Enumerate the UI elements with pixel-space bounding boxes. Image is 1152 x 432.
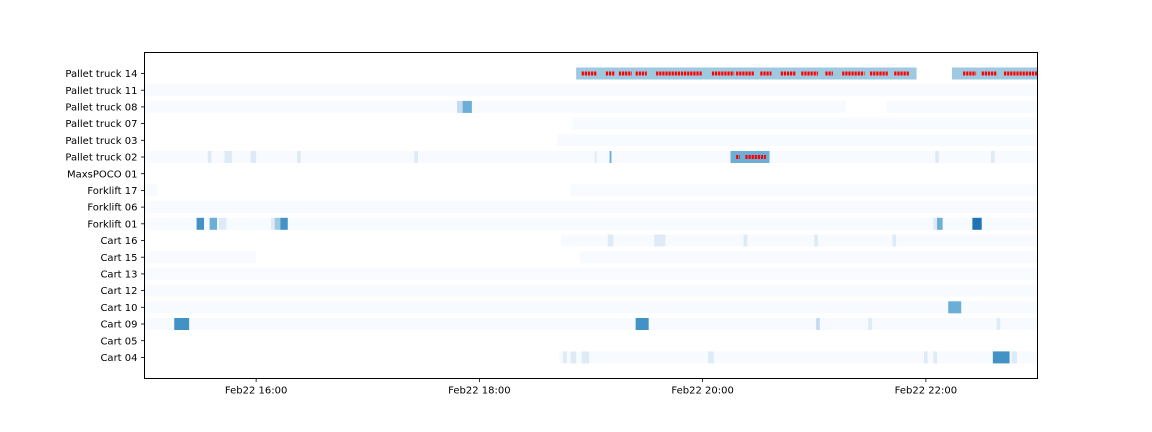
- heat-cell: [563, 351, 567, 364]
- y-tick-label: Cart 12: [100, 286, 137, 297]
- heat-cell: [948, 301, 962, 314]
- heat-cell: [144, 284, 1038, 297]
- heat-cell: [224, 151, 232, 163]
- heat-cell: [570, 184, 1038, 197]
- heat-cell: [462, 100, 472, 113]
- heat-cell: [886, 100, 1038, 113]
- heat-cell: [209, 217, 218, 230]
- heat-cell: [654, 234, 666, 247]
- heat-cell: [933, 351, 938, 364]
- heat-cell: [708, 351, 714, 364]
- y-tick-label: Pallet truck 03: [65, 136, 137, 147]
- heat-cell: [144, 151, 731, 163]
- y-tick-label: Cart 16: [100, 236, 137, 247]
- y-tick-label: Cart 13: [100, 270, 137, 281]
- y-tick-label: Cart 10: [100, 303, 137, 314]
- heat-cell: [579, 251, 1038, 264]
- heat-cell: [174, 318, 190, 330]
- heat-cell: [144, 318, 1038, 330]
- y-tick-label: MaxsPOCO 01: [67, 169, 138, 180]
- heat-cell: [581, 351, 590, 364]
- heat-cell: [814, 234, 818, 247]
- heat-cell: [607, 234, 614, 247]
- heat-cell: [207, 151, 212, 163]
- heat-cell: [144, 184, 158, 197]
- x-tick-label: Feb22 16:00: [225, 386, 287, 397]
- heat-cell: [933, 217, 938, 230]
- y-tick-label: Pallet truck 11: [65, 86, 137, 97]
- heat-cell: [559, 351, 1038, 364]
- heat-cell: [972, 217, 982, 230]
- heat-cell: [990, 151, 995, 163]
- heat-cell: [1011, 351, 1018, 364]
- heat-cell: [144, 301, 1038, 314]
- heat-cell: [572, 117, 1038, 130]
- y-tick-label: Cart 04: [100, 353, 137, 364]
- heat-cell: [471, 100, 846, 113]
- heat-cell: [457, 100, 463, 113]
- heat-cell: [218, 217, 227, 230]
- heat-cell: [144, 84, 1038, 97]
- heat-cell: [144, 201, 1038, 214]
- y-tick-label: Pallet truck 08: [65, 103, 137, 114]
- heat-cell: [743, 234, 748, 247]
- heat-cell: [561, 234, 1038, 247]
- y-tick-label: Pallet truck 02: [65, 153, 137, 164]
- x-tick-label: Feb22 20:00: [671, 386, 733, 397]
- marker-layer: [581, 71, 1038, 159]
- x-tick-label: Feb22 18:00: [448, 386, 510, 397]
- heat-cell: [144, 267, 1038, 280]
- heat-cell: [297, 151, 301, 163]
- heat-cell: [144, 217, 1038, 230]
- heat-cell: [924, 351, 928, 364]
- x-tick-label: Feb22 22:00: [895, 386, 957, 397]
- heat-cell: [609, 151, 612, 163]
- heat-cell: [992, 351, 1010, 364]
- heat-cell: [635, 318, 649, 330]
- y-tick-label: Cart 09: [100, 320, 137, 331]
- y-tick-label: Pallet truck 14: [65, 69, 137, 80]
- heat-cell: [594, 151, 597, 163]
- y-tick-label: Forklift 01: [87, 219, 137, 230]
- heat-cell: [937, 217, 943, 230]
- y-tick-label: Forklift 17: [87, 186, 137, 197]
- plot-frame: [144, 52, 1038, 379]
- heat-cell: [769, 151, 1038, 163]
- heat-cell: [271, 217, 275, 230]
- heat-cell: [557, 134, 1038, 147]
- heat-cell: [144, 251, 257, 264]
- y-axis: Pallet truck 14 Pallet truck 11 Pallet tru…: [65, 69, 145, 364]
- y-tick-label: Pallet truck 07: [65, 119, 137, 130]
- y-tick-label: Cart 15: [100, 253, 137, 264]
- heat-cell: [144, 100, 458, 113]
- heat-cell: [570, 351, 577, 364]
- heat-cell: [280, 217, 288, 230]
- heat-cell: [414, 151, 418, 163]
- heat-cell: [816, 318, 820, 330]
- heat-cell: [935, 151, 939, 163]
- bar-layer: [144, 67, 1038, 364]
- heat-cell: [996, 318, 1001, 330]
- heat-cell: [892, 234, 897, 247]
- y-tick-label: Cart 05: [100, 336, 137, 347]
- x-axis: Feb22 16:00 Feb22 18:00 Feb22 20:00 Feb22 2…: [225, 378, 957, 397]
- y-tick-label: Forklift 06: [87, 203, 137, 214]
- heat-cell: [196, 217, 205, 230]
- heat-cell: [868, 318, 872, 330]
- heat-cell: [250, 151, 257, 163]
- heat-cell: [274, 217, 281, 230]
